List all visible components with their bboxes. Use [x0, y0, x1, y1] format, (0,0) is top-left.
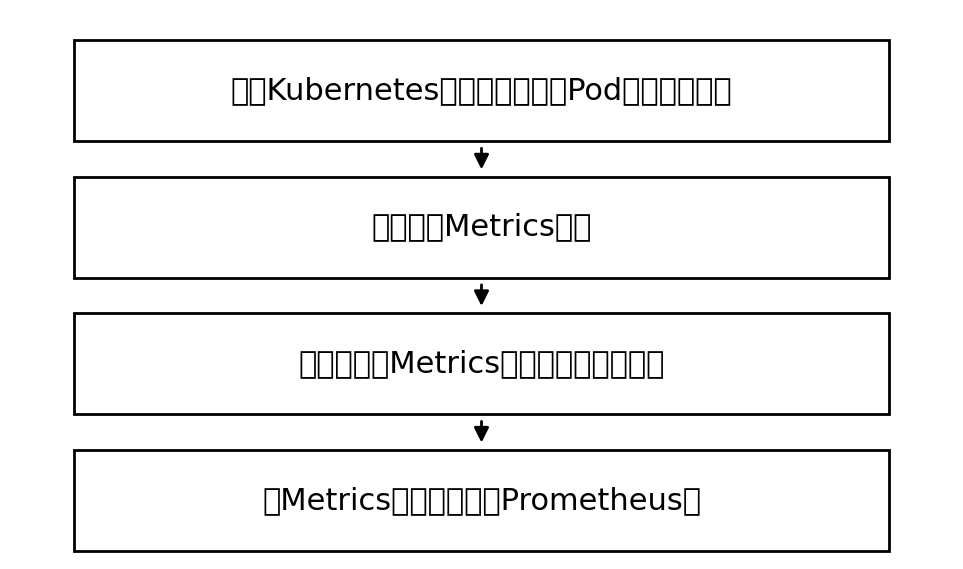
FancyBboxPatch shape	[74, 450, 889, 551]
Text: 搜索发现Metrics接口: 搜索发现Metrics接口	[372, 213, 591, 242]
Text: 通过Kubernetes接口监测平台上Pod资源创建情况: 通过Kubernetes接口监测平台上Pod资源创建情况	[231, 76, 732, 105]
FancyBboxPatch shape	[74, 40, 889, 141]
FancyBboxPatch shape	[74, 176, 889, 278]
Text: 把Metrics添加或更新到Prometheus中: 把Metrics添加或更新到Prometheus中	[262, 486, 701, 515]
FancyBboxPatch shape	[74, 313, 889, 414]
Text: 查找关联的Metrics服务并绑定到同一组: 查找关联的Metrics服务并绑定到同一组	[299, 349, 664, 378]
